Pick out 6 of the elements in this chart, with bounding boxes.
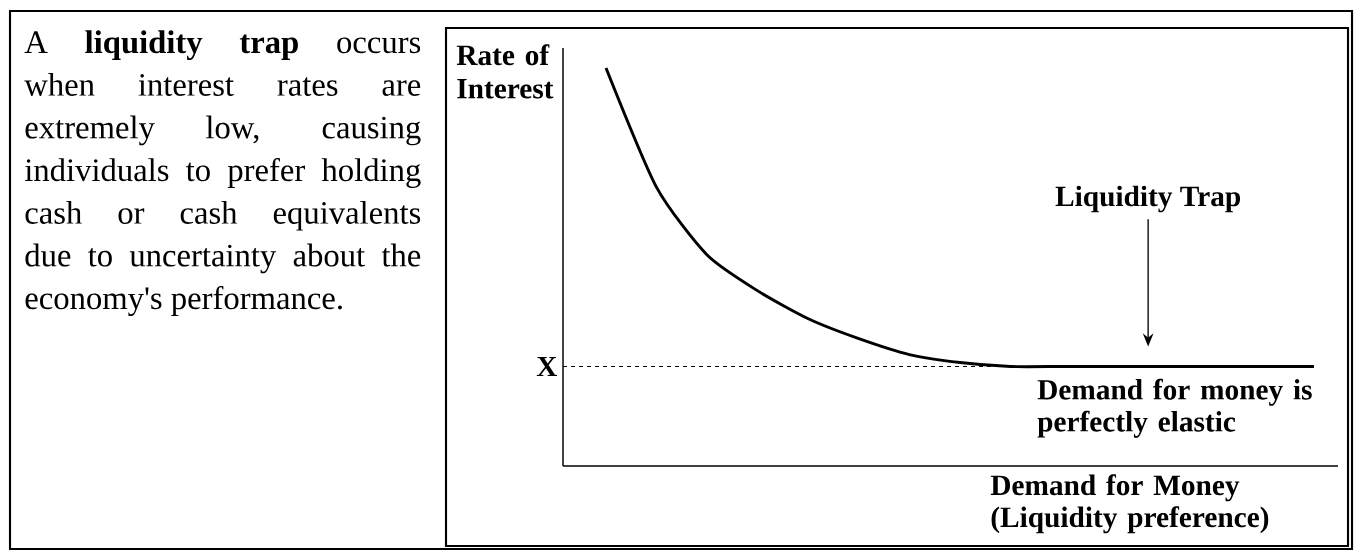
annotation: Demand for money is perfectly elastic	[1037, 378, 1312, 438]
text: A liquidity trap occurs when interest rates are extremely low, causing individuals to prefer holding cash or cash equivalents due to uncertainty about the economy's performance.	[24, 30, 421, 316]
ref-line-label: X	[536, 356, 558, 377]
y-axis-title: Rate of Interest	[456, 44, 554, 99]
x-axis-title: Demand for Money (Liquidity preference)	[990, 474, 1269, 534]
annotation: Liquidity Trap	[1055, 185, 1241, 213]
